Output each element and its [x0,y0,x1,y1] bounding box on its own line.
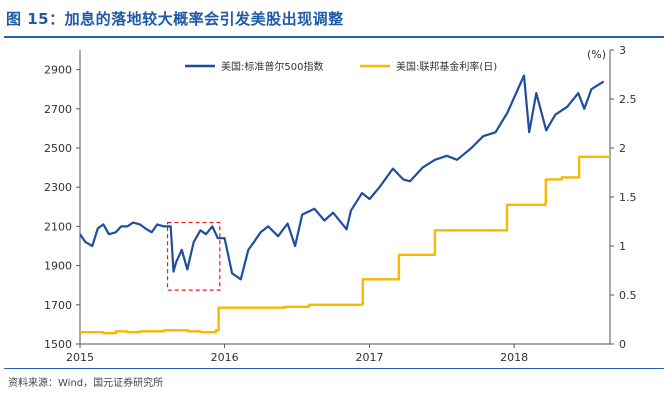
annotations [166,221,221,291]
legend-label-0: 美国:标准普尔500指数 [221,60,323,73]
y-left-tick-label: 1500 [44,338,72,351]
y-right-tick-label: 3 [619,44,626,57]
x-tick-label: 2018 [500,351,528,364]
y-left-tick-label: 2700 [44,103,72,116]
title-rule [4,36,664,38]
annotation-box-0 [166,221,221,291]
x-tick-label: 2015 [66,351,94,364]
y-left-tick-label: 1900 [44,260,72,273]
series-line-0 [79,74,605,281]
figure-title: 图 15：加息的落地较大概率会引发美股出现调整 [6,10,344,28]
legend-label-1: 美国:联邦基金利率(日) [396,60,497,73]
y-right-tick-label: 2.5 [619,93,637,106]
y-right-tick-label: 1.5 [619,191,637,204]
marks [79,74,610,335]
series-line-1 [80,155,610,335]
y-right-tick-label: 0 [619,338,626,351]
bottom-rule [4,368,664,369]
y-left-tick-label: 2500 [44,142,72,155]
y-left-tick-label: 2300 [44,181,72,194]
y-left-tick-label: 2100 [44,220,72,233]
legend: 美国:标准普尔500指数 美国:联邦基金利率(日) [185,60,497,73]
chart: 1500 1700 1900 2100 2300 2500 2700 2900 0 0.5 1 1.5… [44,44,637,364]
y-right-tick-label: 0.5 [619,289,637,302]
y-left-tick-label: 2900 [44,64,72,77]
x-tick-label: 2016 [211,351,239,364]
x-tick-label: 2017 [356,351,384,364]
y-right-tick-label: 1 [619,240,626,253]
axes: 1500 1700 1900 2100 2300 2500 2700 2900 0 0.5 1 1.5… [44,44,637,364]
y-right-tick-label: 2 [619,142,626,155]
y-left-tick-label: 1700 [44,299,72,312]
source-note: 资料来源：Wind，国元证券研究所 [8,378,164,389]
y-right-unit-label: (%) [587,48,606,61]
